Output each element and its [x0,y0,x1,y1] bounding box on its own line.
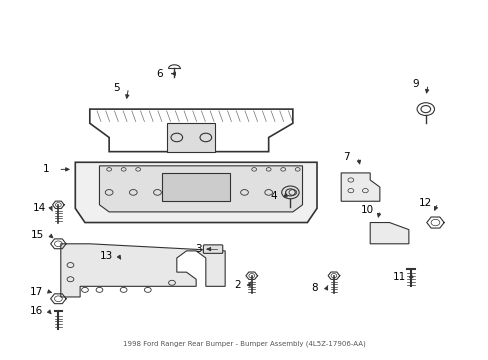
Text: 1998 Ford Ranger Rear Bumper - Bumper Assembly (4L5Z-17906-AA): 1998 Ford Ranger Rear Bumper - Bumper As… [123,340,365,347]
Polygon shape [341,173,379,201]
Polygon shape [75,162,316,222]
Text: 8: 8 [311,283,317,293]
Text: 11: 11 [392,273,405,283]
Polygon shape [167,123,215,152]
Text: 4: 4 [270,191,276,201]
Polygon shape [61,244,224,297]
Text: 3: 3 [195,244,202,254]
Text: 16: 16 [30,306,43,316]
Polygon shape [99,166,302,212]
Text: 13: 13 [100,251,113,261]
Text: 12: 12 [418,198,431,208]
Polygon shape [369,222,408,244]
FancyBboxPatch shape [203,245,223,253]
Polygon shape [162,173,229,201]
Text: 7: 7 [342,152,348,162]
Text: 17: 17 [30,287,43,297]
Text: 6: 6 [156,69,163,79]
Text: 10: 10 [361,205,374,215]
Text: 5: 5 [113,83,120,93]
Text: 1: 1 [43,165,49,174]
Text: 9: 9 [412,79,419,89]
Text: 14: 14 [32,203,45,213]
Text: 15: 15 [31,230,44,240]
Text: 2: 2 [233,280,240,289]
